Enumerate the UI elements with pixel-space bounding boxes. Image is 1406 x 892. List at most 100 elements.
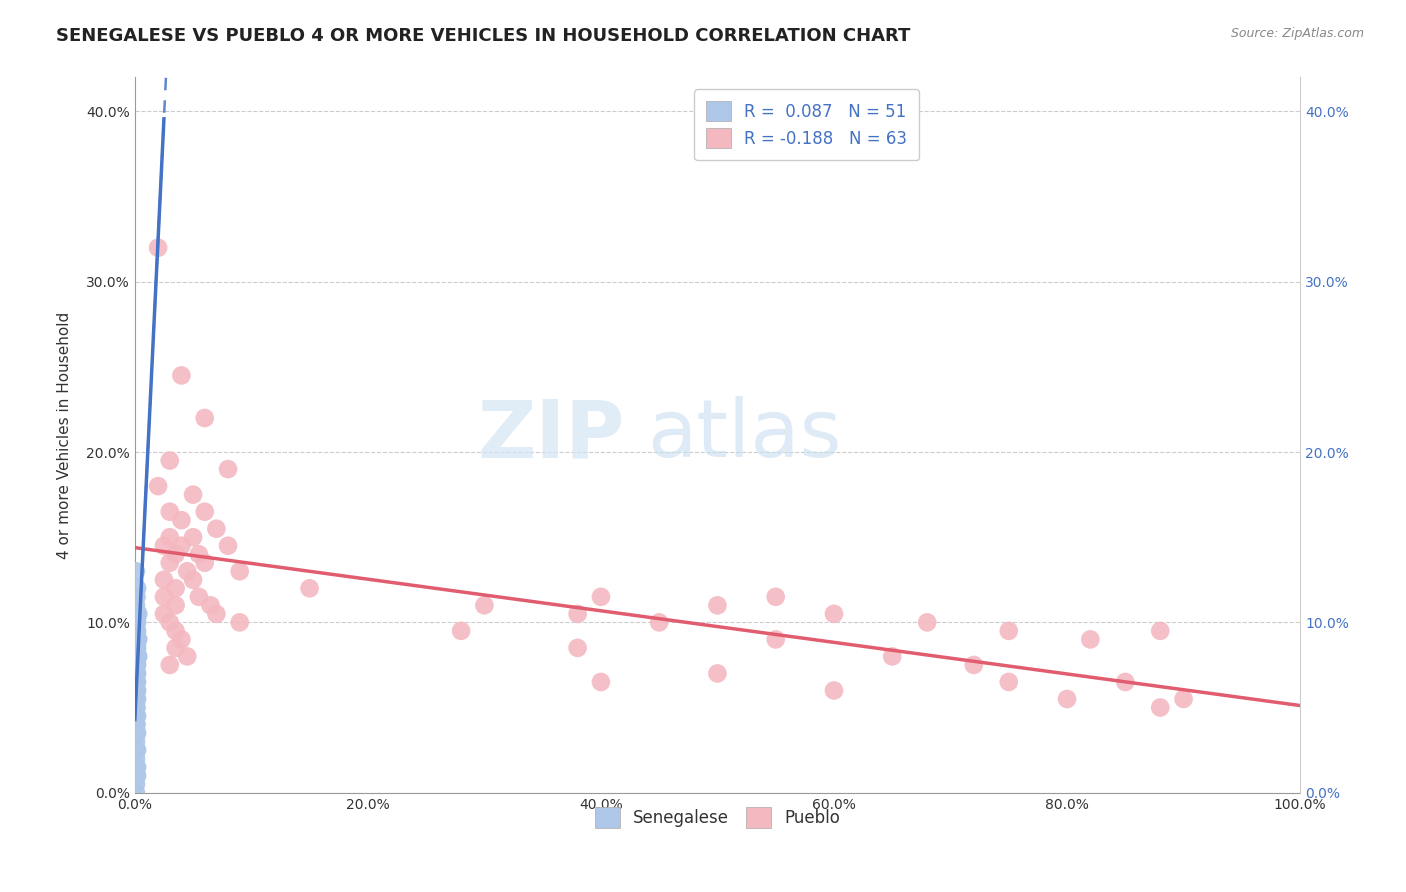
Point: [181, 488, 204, 502]
Point: [1056, 692, 1078, 706]
Text: ZIP: ZIP: [477, 396, 624, 474]
Point: [125, 683, 148, 698]
Point: [125, 624, 148, 638]
Point: [882, 649, 904, 664]
Point: [125, 751, 148, 765]
Point: [181, 530, 204, 544]
Point: [648, 615, 671, 630]
Point: [125, 726, 148, 740]
Point: [127, 649, 149, 664]
Point: [125, 599, 148, 613]
Point: [125, 657, 148, 672]
Point: [170, 368, 193, 383]
Point: [170, 632, 193, 647]
Point: [159, 505, 181, 519]
Point: [153, 539, 176, 553]
Point: [125, 692, 148, 706]
Point: [125, 709, 148, 723]
Point: [823, 683, 845, 698]
Text: SENEGALESE VS PUEBLO 4 OR MORE VEHICLES IN HOUSEHOLD CORRELATION CHART: SENEGALESE VS PUEBLO 4 OR MORE VEHICLES …: [56, 27, 911, 45]
Point: [1149, 700, 1171, 714]
Point: [127, 726, 149, 740]
Point: [450, 624, 472, 638]
Point: [194, 556, 217, 570]
Point: [1149, 624, 1171, 638]
Point: [153, 573, 176, 587]
Point: [165, 640, 187, 655]
Point: [125, 700, 148, 714]
Point: [165, 624, 187, 638]
Point: [589, 675, 612, 690]
Point: [217, 462, 239, 476]
Point: [127, 640, 149, 655]
Point: [159, 530, 181, 544]
Point: [146, 241, 169, 255]
Point: [589, 590, 612, 604]
Point: [176, 564, 198, 578]
Point: [125, 615, 148, 630]
Point: [165, 547, 187, 561]
Point: [153, 590, 176, 604]
Point: [194, 505, 217, 519]
Point: [823, 607, 845, 621]
Point: [127, 675, 149, 690]
Point: [125, 786, 148, 800]
Point: [127, 632, 149, 647]
Point: [159, 556, 181, 570]
Point: [997, 675, 1019, 690]
Point: [153, 607, 176, 621]
Point: [181, 573, 204, 587]
Point: [125, 564, 148, 578]
Point: [187, 547, 209, 561]
Point: [1078, 632, 1101, 647]
Point: [125, 700, 148, 714]
Point: [1173, 692, 1195, 706]
Point: [127, 624, 149, 638]
Point: [146, 479, 169, 493]
Point: [187, 590, 209, 604]
Point: [125, 717, 148, 731]
Point: [127, 615, 149, 630]
Point: [125, 777, 148, 791]
Point: [765, 590, 787, 604]
Point: [127, 657, 149, 672]
Point: [125, 734, 148, 748]
Point: [205, 522, 228, 536]
Point: [765, 632, 787, 647]
Point: [567, 607, 589, 621]
Point: [125, 743, 148, 757]
Point: [170, 513, 193, 527]
Point: [125, 657, 148, 672]
Text: atlas: atlas: [648, 396, 842, 474]
Point: [125, 649, 148, 664]
Point: [706, 599, 728, 613]
Point: [474, 599, 496, 613]
Y-axis label: 4 or more Vehicles in Household: 4 or more Vehicles in Household: [58, 311, 72, 558]
Point: [194, 411, 217, 425]
Point: [159, 615, 181, 630]
Point: [125, 769, 148, 783]
Point: [127, 683, 149, 698]
Point: [200, 599, 222, 613]
Point: [125, 760, 148, 774]
Point: [217, 539, 239, 553]
Point: [127, 769, 149, 783]
Point: [125, 640, 148, 655]
Point: [127, 649, 149, 664]
Point: [125, 666, 148, 681]
Point: [176, 649, 198, 664]
Point: [127, 632, 149, 647]
Point: [1114, 675, 1136, 690]
Point: [963, 657, 986, 672]
Point: [127, 743, 149, 757]
Point: [125, 632, 148, 647]
Point: [125, 615, 148, 630]
Point: [125, 717, 148, 731]
Point: [127, 692, 149, 706]
Point: [228, 564, 250, 578]
Point: [125, 640, 148, 655]
Point: [127, 607, 149, 621]
Point: [228, 615, 250, 630]
Point: [125, 683, 148, 698]
Point: [567, 640, 589, 655]
